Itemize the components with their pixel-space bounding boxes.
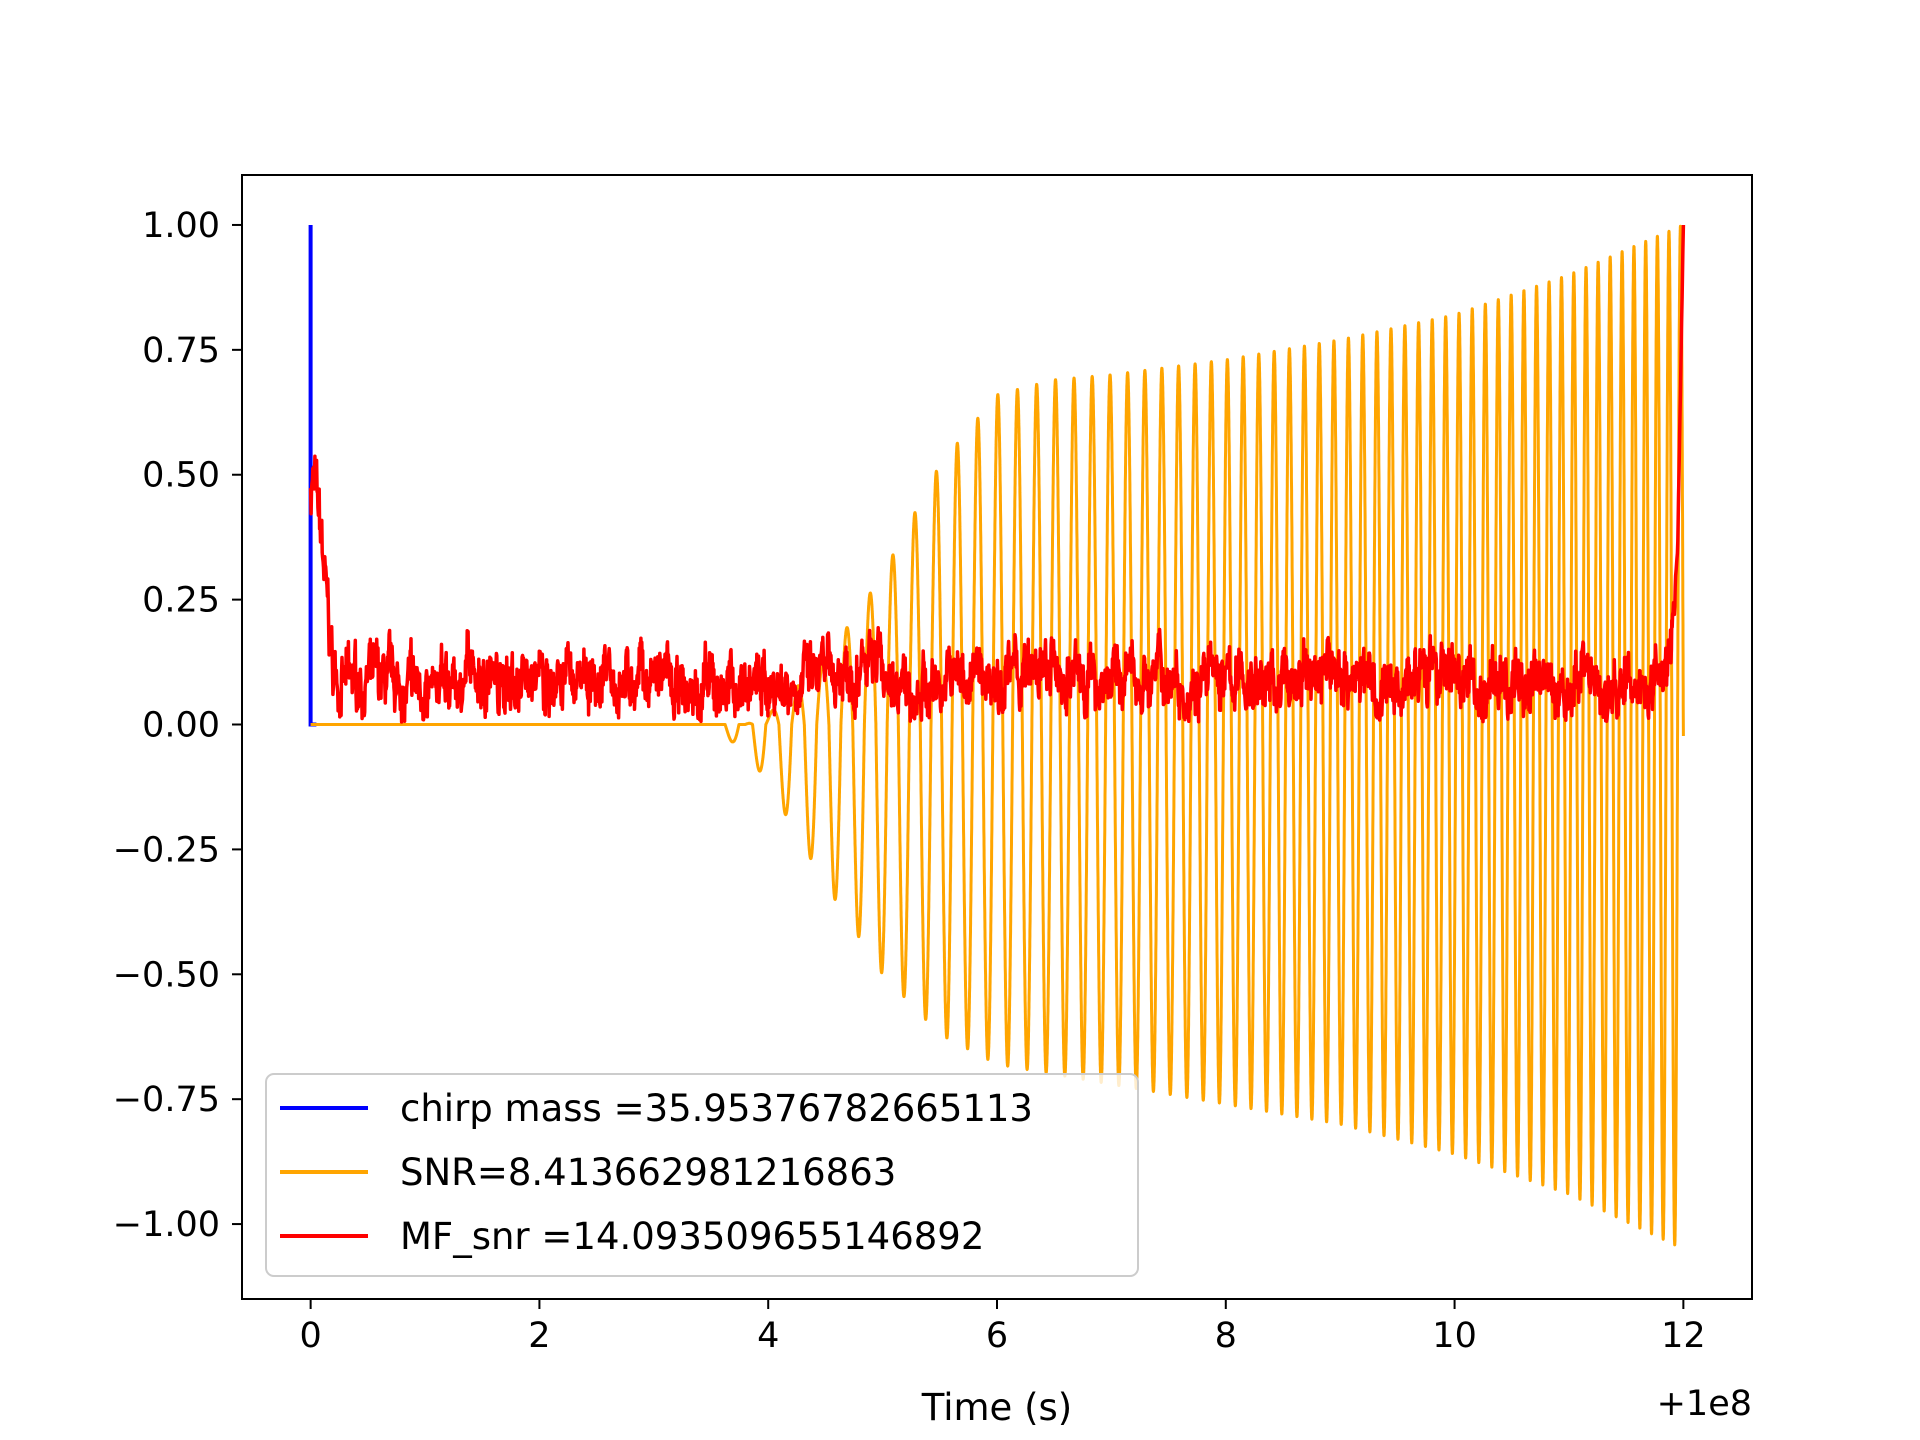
legend: chirp mass =35.95376782665113 SNR=8.4136… bbox=[265, 1073, 1139, 1277]
y-tick-label: 0.50 bbox=[142, 456, 220, 496]
x-tick-label: 4 bbox=[757, 1316, 779, 1356]
y-tick-label: 0.00 bbox=[142, 706, 220, 746]
series-layer bbox=[308, 224, 1686, 1247]
x-tick-label: 10 bbox=[1432, 1316, 1477, 1356]
legend-box bbox=[265, 1073, 1139, 1277]
y-axis-ticks: 1.00 0.75 0.50 0.25 0.00 −0.25 −0.50 −0.75 −1.00 bbox=[113, 206, 242, 1245]
x-tick-label: 6 bbox=[986, 1316, 1008, 1356]
legend-label-chirp-mass: chirp mass =35.95376782665113 bbox=[400, 1087, 1033, 1130]
x-tick-label: 8 bbox=[1215, 1316, 1237, 1356]
y-tick-label: −0.25 bbox=[113, 830, 220, 870]
x-tick-label: 12 bbox=[1661, 1316, 1706, 1356]
y-tick-label: −0.50 bbox=[113, 955, 220, 995]
series-line-snr bbox=[309, 224, 1685, 1247]
series-line-mf-snr bbox=[308, 224, 1686, 724]
y-tick-label: −1.00 bbox=[113, 1205, 220, 1245]
y-tick-label: −0.75 bbox=[113, 1080, 220, 1120]
y-tick-label: 0.25 bbox=[142, 581, 220, 621]
x-offset-label: +1e8 bbox=[1657, 1384, 1752, 1424]
legend-label-mf-snr: MF_snr =14.093509655146892 bbox=[400, 1215, 984, 1258]
x-axis-label: Time (s) bbox=[921, 1386, 1072, 1429]
x-tick-label: 0 bbox=[299, 1316, 321, 1356]
x-axis-ticks: 0 2 4 6 8 10 12 bbox=[299, 1299, 1706, 1356]
x-tick-label: 2 bbox=[528, 1316, 550, 1356]
legend-label-snr: SNR=8.413662981216863 bbox=[400, 1151, 896, 1194]
y-tick-label: 1.00 bbox=[142, 206, 220, 246]
y-tick-label: 0.75 bbox=[142, 331, 220, 371]
